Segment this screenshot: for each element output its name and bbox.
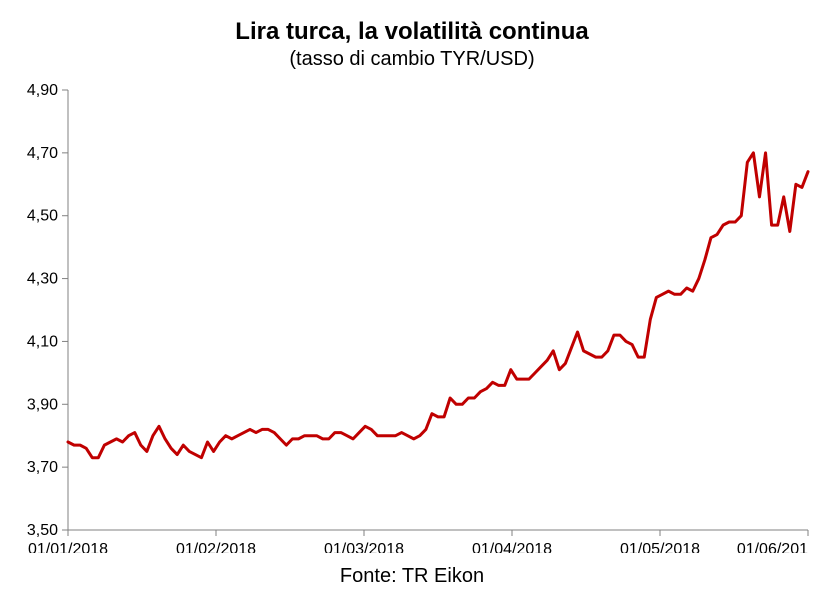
chart-plot: 3,50 3,70 3,90 4,10 4,30 4,50 4,70 4,90 01/01/20… xyxy=(0,83,824,553)
svg-text:4,10: 4,10 xyxy=(27,333,58,350)
svg-text:01/03/2018: 01/03/2018 xyxy=(324,541,404,553)
chart-title: Lira turca, la volatilità continua xyxy=(0,0,824,46)
svg-text:4,50: 4,50 xyxy=(27,208,58,225)
svg-text:4,30: 4,30 xyxy=(27,271,58,288)
chart-source: Fonte: TR Eikon xyxy=(0,565,824,588)
chart-container: Lira turca, la volatilità continua (tass… xyxy=(0,0,824,600)
svg-text:01/06/201: 01/06/201 xyxy=(737,541,808,553)
svg-text:3,50: 3,50 xyxy=(27,522,58,539)
svg-text:4,90: 4,90 xyxy=(27,83,58,99)
svg-text:4,70: 4,70 xyxy=(27,145,58,162)
svg-text:3,90: 3,90 xyxy=(27,396,58,413)
svg-text:3,70: 3,70 xyxy=(27,459,58,476)
svg-text:01/01/2018: 01/01/2018 xyxy=(28,541,108,553)
svg-text:01/04/2018: 01/04/2018 xyxy=(472,541,552,553)
svg-text:01/05/2018: 01/05/2018 xyxy=(620,541,700,553)
chart-subtitle: (tasso di cambio TYR/USD) xyxy=(0,46,824,71)
svg-text:01/02/2018: 01/02/2018 xyxy=(176,541,256,553)
